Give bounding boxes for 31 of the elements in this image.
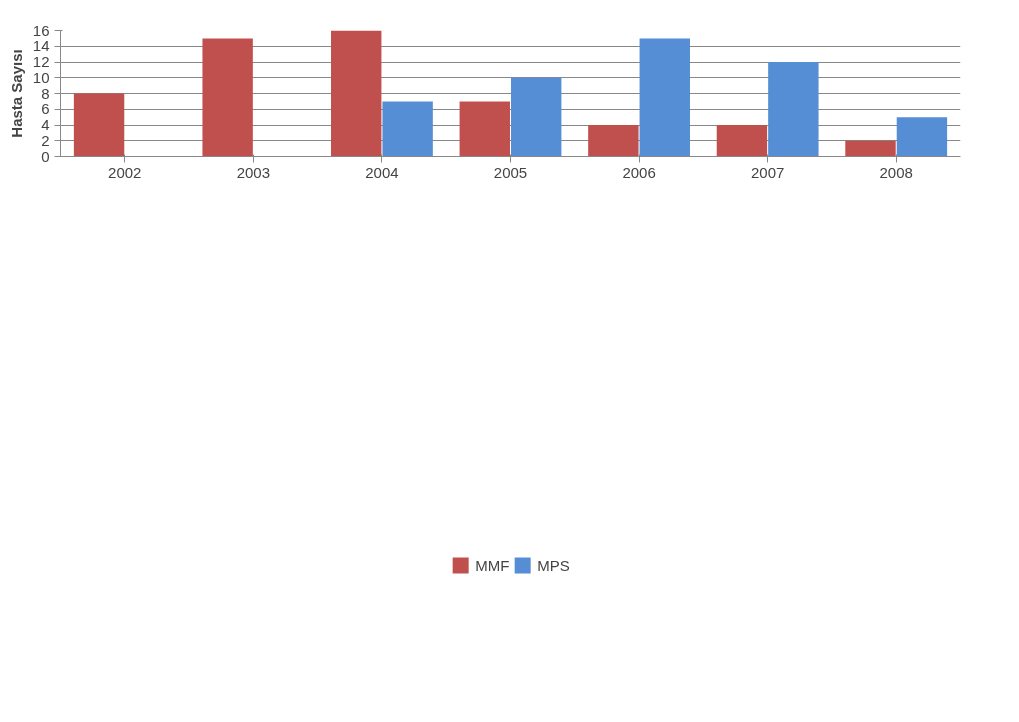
y-tick-label: 4 bbox=[41, 116, 50, 133]
bar bbox=[768, 62, 819, 157]
bar bbox=[845, 140, 896, 157]
y-tick-label: 8 bbox=[41, 84, 50, 102]
bar bbox=[511, 77, 562, 157]
bar bbox=[331, 30, 382, 157]
bar bbox=[459, 101, 510, 157]
y-tick-label: 16 bbox=[32, 21, 50, 39]
bar bbox=[639, 38, 690, 157]
x-tick-label: 2006 bbox=[622, 163, 656, 181]
y-tick-label: 6 bbox=[41, 100, 50, 118]
y-tick-label: 0 bbox=[41, 147, 50, 165]
x-tick-label: 2007 bbox=[750, 163, 785, 181]
bar bbox=[896, 117, 948, 157]
legend-label: MPS bbox=[537, 556, 570, 574]
bar bbox=[73, 93, 125, 157]
bar bbox=[202, 38, 253, 157]
x-tick-label: 2005 bbox=[493, 163, 528, 181]
y-axis-title: Hasta Sayısı bbox=[7, 49, 25, 138]
legend-label: MMF bbox=[475, 556, 510, 574]
y-tick-label: 14 bbox=[32, 37, 50, 55]
y-tick-label: 2 bbox=[41, 131, 50, 149]
bar bbox=[382, 101, 433, 157]
y-tick-label: 12 bbox=[32, 53, 50, 70]
x-tick-label: 2004 bbox=[365, 163, 399, 181]
bar bbox=[588, 125, 639, 157]
x-tick-label: 2002 bbox=[108, 163, 142, 181]
x-tick-label: 2008 bbox=[879, 163, 913, 181]
y-tick-label: 10 bbox=[32, 68, 50, 86]
bar bbox=[716, 125, 768, 157]
x-tick-label: 2003 bbox=[236, 163, 271, 181]
